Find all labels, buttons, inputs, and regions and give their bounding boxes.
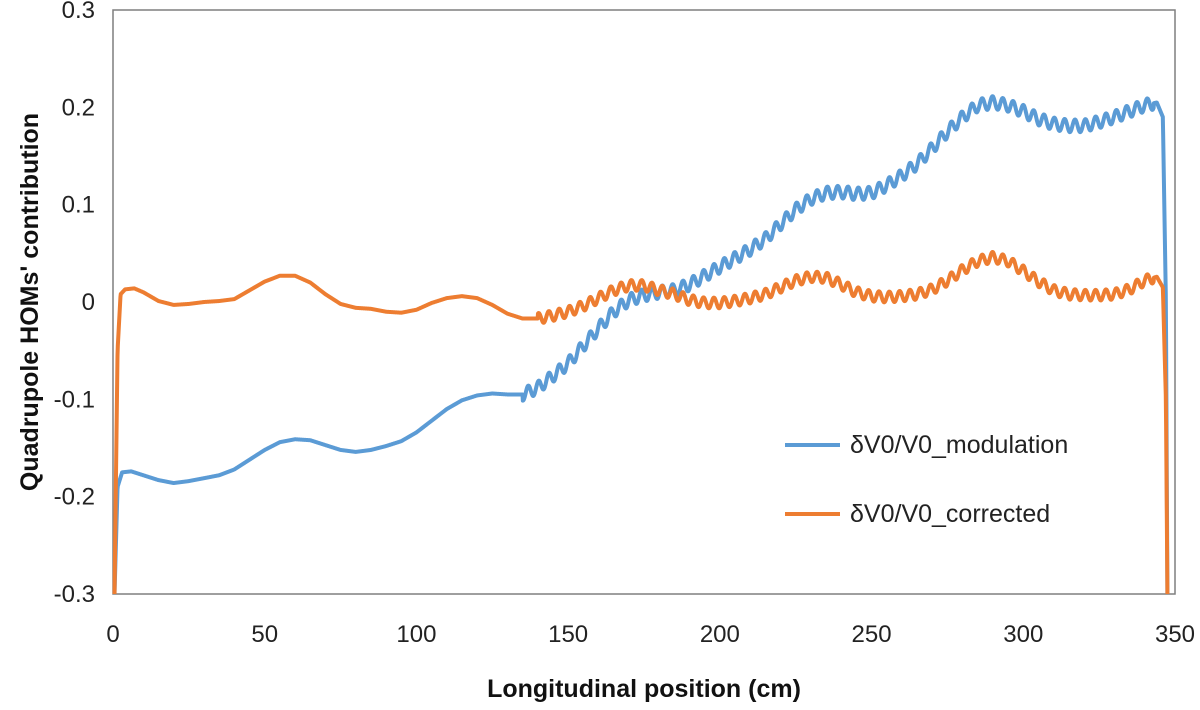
legend-label-modulation: δV0/V0_modulation <box>850 431 1068 459</box>
y-tick-label: 0.2 <box>62 94 95 121</box>
x-tick-label: 250 <box>852 621 892 648</box>
y-axis-title: Quadrupole HOMs' contribution <box>16 113 44 491</box>
x-tick-label: 350 <box>1155 621 1195 648</box>
x-axis-title: Longitudinal position (cm) <box>487 675 801 703</box>
x-tick-label: 300 <box>1003 621 1043 648</box>
legend-label-corrected: δV0/V0_corrected <box>850 500 1050 528</box>
y-tick-label: 0 <box>82 289 95 316</box>
y-tick-label: 0.1 <box>62 192 95 219</box>
y-tick-label: -0.2 <box>54 484 95 511</box>
x-tick-labels: 0 50 100 150 200 250 300 350 <box>106 621 1195 648</box>
x-tick-label: 150 <box>548 621 588 648</box>
x-tick-label: 100 <box>396 621 436 648</box>
x-tick-label: 0 <box>106 621 119 648</box>
x-tick-label: 50 <box>251 621 278 648</box>
series-line-corrected <box>112 249 1170 595</box>
legend: δV0/V0_modulation δV0/V0_corrected <box>785 431 1068 528</box>
series-layer <box>112 94 1170 595</box>
series-line-modulation <box>112 94 1170 595</box>
plot-frame <box>112 9 1176 595</box>
x-tick-label: 200 <box>700 621 740 648</box>
y-tick-label: 0.3 <box>62 0 95 24</box>
y-tick-label: -0.1 <box>54 386 95 413</box>
y-tick-label: -0.3 <box>54 581 95 608</box>
y-tick-labels: -0.3 -0.2 -0.1 0 0.1 0.2 0.3 <box>54 0 95 608</box>
